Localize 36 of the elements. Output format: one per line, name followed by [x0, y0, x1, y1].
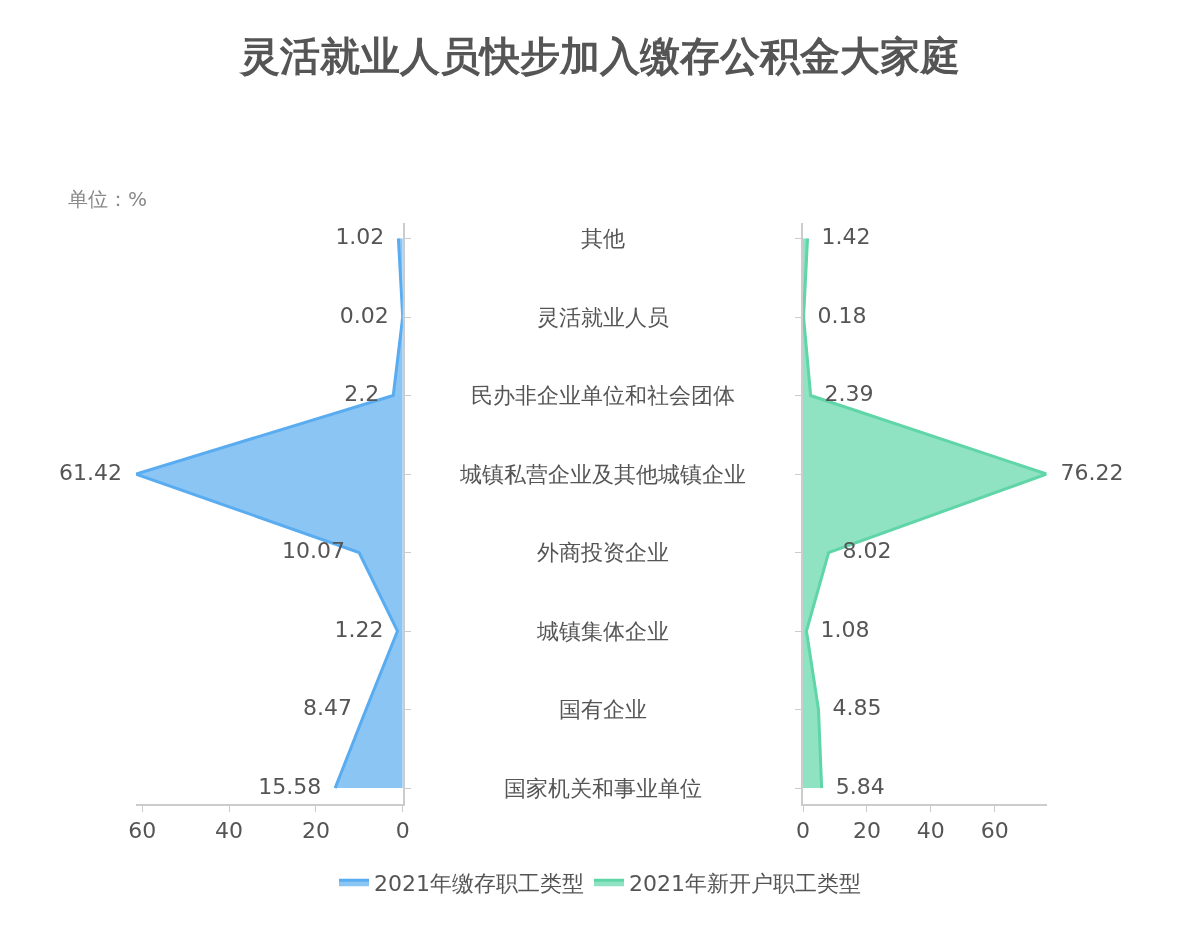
x-tick-label: 20: [852, 818, 881, 844]
data-label: 0.18: [803, 302, 867, 328]
y-tick-label: 城镇集体企业: [536, 619, 669, 644]
data-label: 5.84: [821, 773, 885, 799]
data-label: 2.2: [344, 381, 394, 407]
data-label: 1.02: [335, 224, 399, 249]
x-tick-label: 20: [301, 818, 330, 844]
x-tick-label: 60: [980, 818, 1009, 844]
data-label: 8.02: [828, 538, 892, 564]
text: 单位：%: [68, 187, 148, 211]
data-label: 10.07: [282, 538, 360, 564]
data-label: 1.08: [806, 616, 870, 642]
x-tick-label: 60: [128, 818, 157, 844]
data-label: 1.22: [334, 616, 398, 642]
x-tick-label: 0: [395, 818, 410, 844]
data-label: 15.58: [258, 773, 336, 799]
y-tick-label: 外商投资企业: [537, 540, 669, 565]
y-tick-label: 城镇私营企业及其他城镇企业: [459, 462, 746, 487]
legend-label: 2021年缴存职工类型: [374, 870, 584, 896]
data-label: 61.42: [59, 459, 136, 485]
data-label: 0.02: [339, 302, 403, 328]
y-tick-label: 国家机关和事业单位: [504, 776, 702, 801]
y-tick-label: 灵活就业人员: [537, 305, 669, 330]
x-tick-label: 40: [916, 818, 945, 844]
data-label: 2.39: [810, 381, 874, 407]
x-tick-label: 40: [215, 818, 244, 844]
data-label: 4.85: [818, 695, 882, 721]
data-label: 76.22: [1046, 459, 1124, 485]
y-tick-label: 民办非企业单位和社会团体: [471, 383, 735, 408]
legend-label: 2021年新开户职工类型: [629, 870, 861, 896]
y-tick-label: 其他: [581, 226, 625, 251]
data-label: 8.47: [303, 695, 367, 721]
y-tick-label: 国有企业: [559, 697, 647, 722]
text: 灵活就业人员快步加入缴存公积金大家庭: [238, 32, 960, 80]
data-label: 1.42: [807, 224, 871, 249]
x-tick-label: 0: [796, 818, 810, 844]
